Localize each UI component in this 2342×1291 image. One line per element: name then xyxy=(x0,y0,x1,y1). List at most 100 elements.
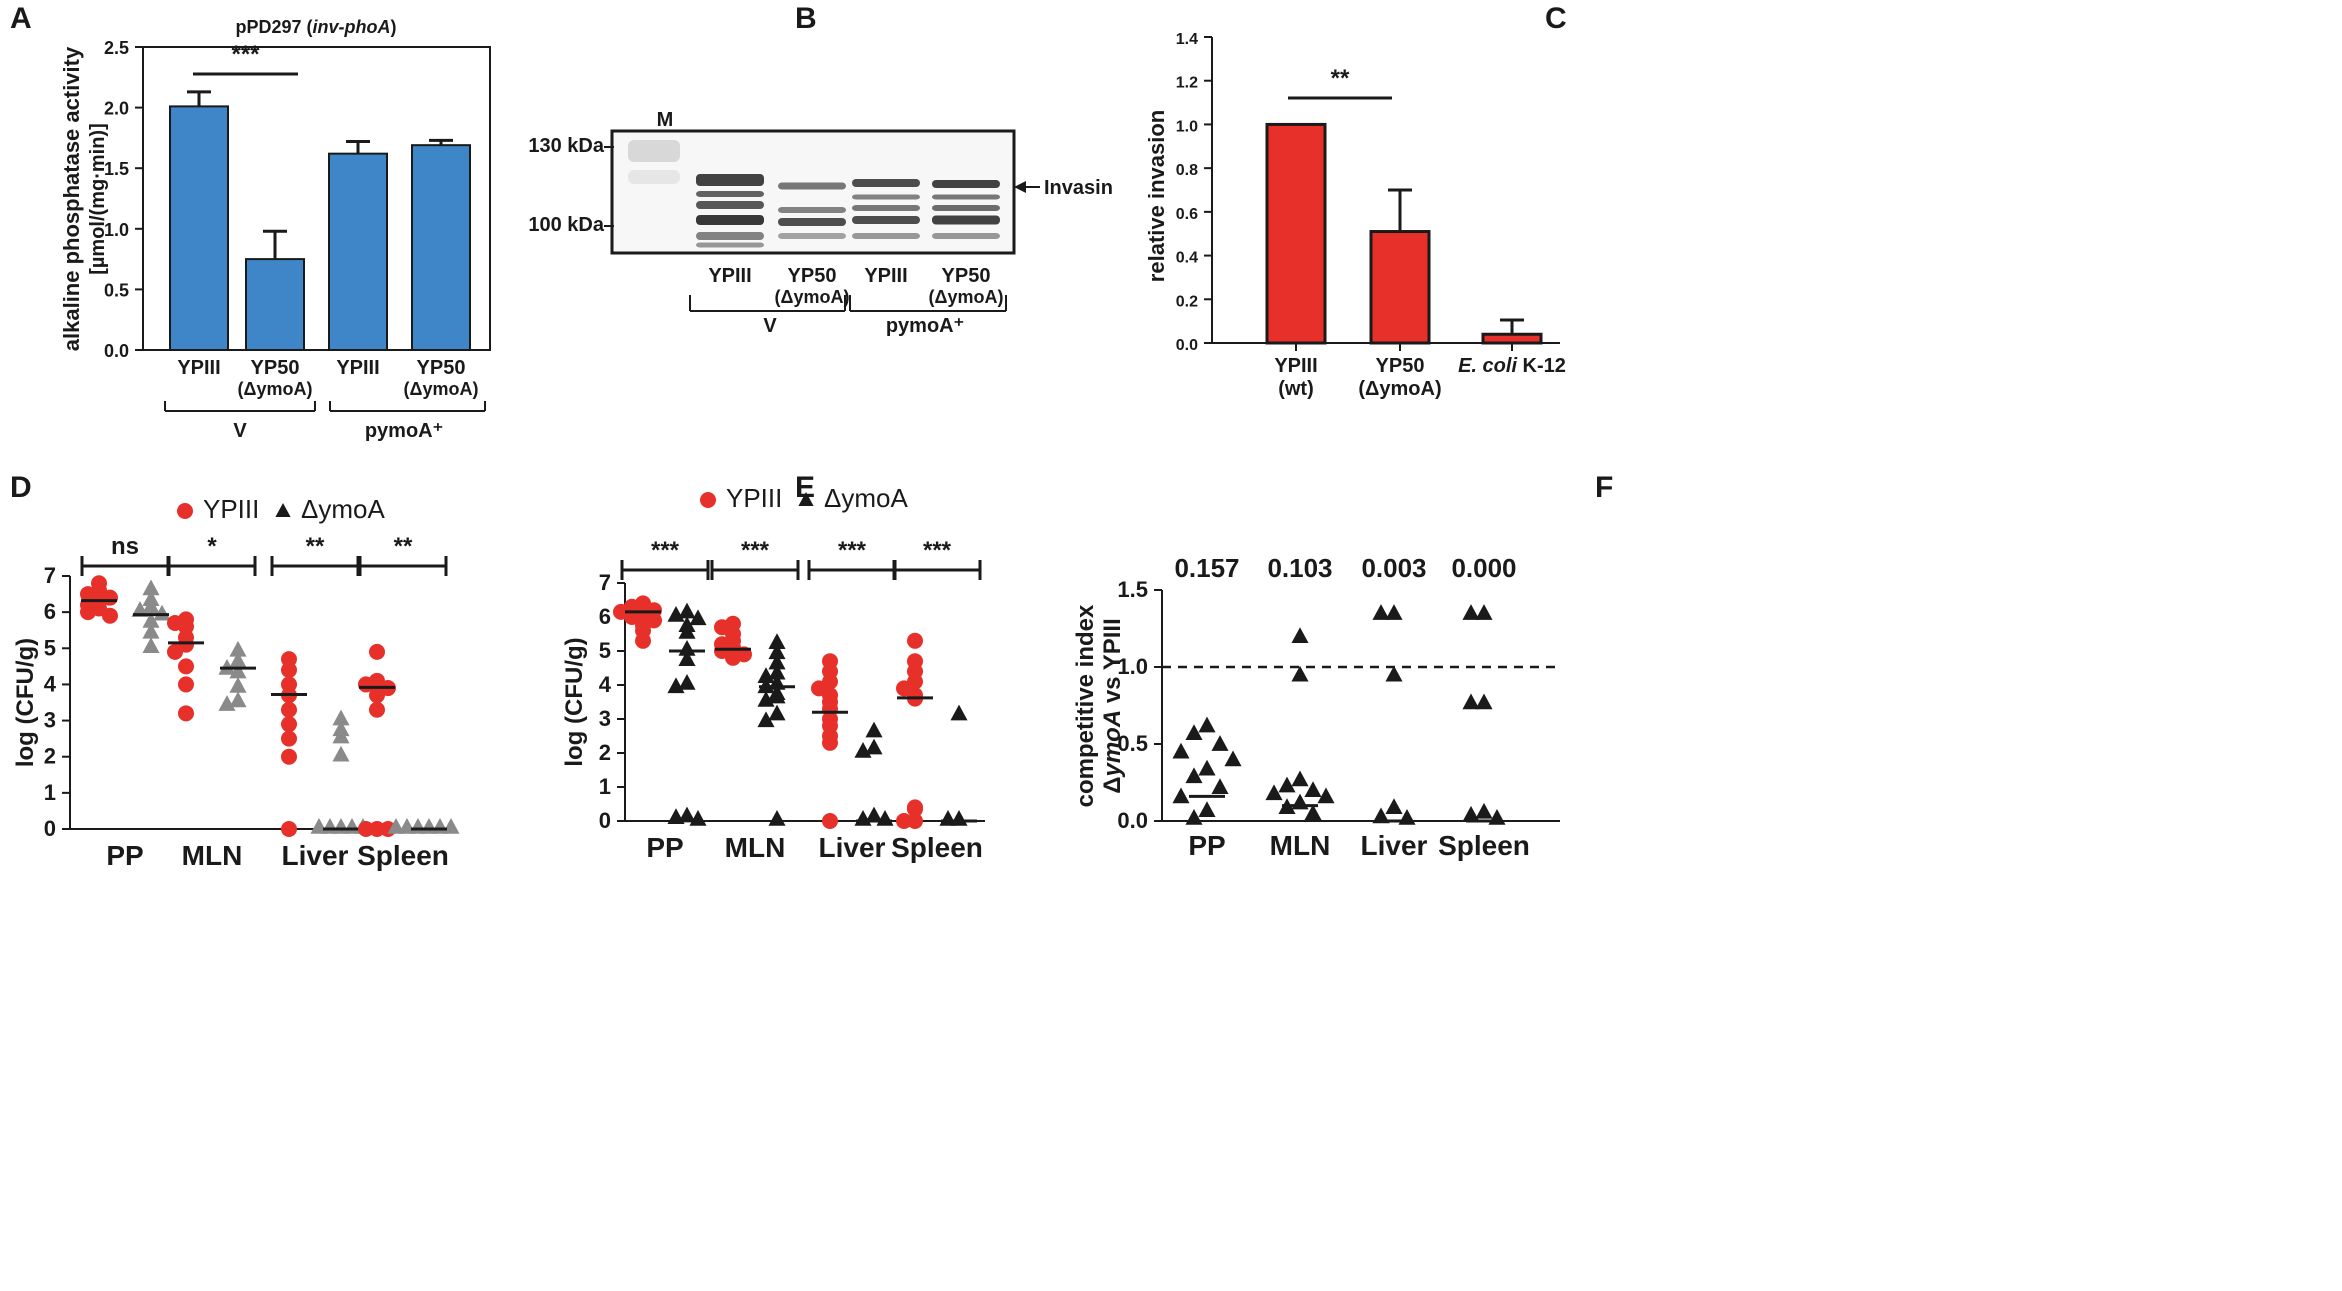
panel-e-point-ymoa xyxy=(768,653,786,670)
panel-d-significance-label: * xyxy=(207,533,217,560)
panel-f-point xyxy=(1385,798,1403,814)
panel-b-group-label: pymoA⁺ xyxy=(886,315,964,337)
panel-a-title-part-2: ) xyxy=(391,17,397,37)
panel-e-point-ymoa xyxy=(768,663,786,680)
panel-e-point-ymoa xyxy=(678,650,696,666)
panel-d-point-ymoa xyxy=(153,604,171,621)
panel-e-y-tick-label: 6 xyxy=(599,604,611,629)
panel-label-b: B xyxy=(795,2,817,35)
panel-d-significance-label: ns xyxy=(111,533,139,560)
panel-e-point-ymoa xyxy=(667,677,685,694)
panel-c-y-label: relative invasion xyxy=(1144,110,1169,282)
panel-d-point-ypiii xyxy=(358,821,374,837)
panel-e-y-tick-label: 5 xyxy=(599,638,611,663)
panel-f-y-label-line2-part-1: ymoA xyxy=(1099,710,1126,778)
panel-e-point-ypiii xyxy=(907,813,923,829)
panel-f-point xyxy=(1372,807,1390,824)
panel-d-legend-label-ymoa: ΔymoA xyxy=(301,494,385,524)
panel-b-lane-sublabel: (ΔymoA) xyxy=(775,287,850,307)
panel-f-point xyxy=(1172,787,1190,804)
panel-e-legend-marker-ymoa xyxy=(798,492,814,506)
panel-a-bar-3 xyxy=(328,152,388,351)
panel-d-y-tick-label: 1 xyxy=(44,780,56,805)
panel-b-band xyxy=(696,191,764,197)
panel-e-point-ypiii xyxy=(907,801,923,818)
panel-b-band xyxy=(778,233,846,239)
panel-c-bar-1 xyxy=(1265,122,1327,345)
panel-a-x-sublabel: (ΔymoA) xyxy=(404,379,479,399)
panel-d-point-ymoa xyxy=(142,611,160,628)
panel-e-legend-label-ypiii: YPIII xyxy=(726,483,782,513)
panel-d-y-tick-label: 6 xyxy=(44,599,56,624)
panel-d-point-ypiii xyxy=(167,643,183,660)
panel-a-y-tick-label: 0.5 xyxy=(104,280,129,300)
panel-b-band xyxy=(696,215,764,225)
panel-f-point xyxy=(1198,716,1216,733)
panel-c-x-label-ecoli-strain: K-12 xyxy=(1517,355,1566,377)
panel-b-marker-130: 130 kDa xyxy=(528,135,604,157)
panel-d-point-ymoa xyxy=(142,597,160,614)
panel-d-point-ymoa xyxy=(229,640,247,657)
panel-e-y-tick-label: 3 xyxy=(599,706,611,731)
panel-b-invasin-arrow-head xyxy=(1014,181,1026,193)
panel-a-group-label: V xyxy=(233,420,247,442)
panel-e-point-ymoa xyxy=(950,704,968,721)
panel-b-lane-label: YP50 xyxy=(942,265,991,287)
panel-a-x-sublabel-part-0: (ΔymoA) xyxy=(238,379,313,399)
panel-d-point-ymoa xyxy=(442,818,460,834)
panel-f-x-label: PP xyxy=(1188,830,1225,861)
panel-a-x-label: YPIII xyxy=(336,357,379,379)
panel-a-bar-2 xyxy=(245,258,305,352)
panel-d-point-ypiii xyxy=(369,821,385,837)
panel-c-y-tick-label: 1.4 xyxy=(1176,31,1198,48)
panel-d-point-ypiii xyxy=(369,643,385,660)
panel-f-y-label-line2-part-0: Δ xyxy=(1099,777,1126,794)
panel-b-band xyxy=(696,174,764,186)
panel-a-y-label-units: [µmol/(mg·min)] xyxy=(87,123,109,275)
panel-b-band xyxy=(696,201,764,209)
panel-d-x-label: Liver xyxy=(282,840,349,871)
panel-e-point-ymoa xyxy=(678,602,696,619)
panel-a-y-tick-label: 1.0 xyxy=(104,220,129,240)
panel-e-x-label: PP xyxy=(646,832,683,863)
panel-d-point-ymoa xyxy=(310,818,328,834)
panel-e-x-label: Liver xyxy=(819,832,886,863)
panel-d-legend-marker-ypiii xyxy=(177,503,193,519)
panel-f-point xyxy=(1317,787,1335,804)
panel-a-y-tick-label: 0.0 xyxy=(104,341,129,361)
panel-f-y-tick-label: 0.5 xyxy=(1117,731,1148,756)
panel-c-x-label-ecoli: E. coli K-12 xyxy=(1458,355,1566,377)
panel-d-y-tick-label: 4 xyxy=(44,671,57,696)
panel-d-point-ymoa xyxy=(332,709,350,726)
panel-e-point-ymoa xyxy=(865,738,883,755)
panel-d-significance-label: ** xyxy=(306,533,325,560)
panel-e-point-ymoa xyxy=(768,704,786,721)
panel-b-band xyxy=(852,194,920,200)
panel-c-bar-3 xyxy=(1481,332,1543,345)
panel-b-group-label: V xyxy=(763,315,777,337)
panel-c-significance-label: ** xyxy=(1331,65,1350,92)
panel-a-x-sublabel: (ΔymoA) xyxy=(238,379,313,399)
panel-f-y-label-line2: ΔymoA vs YPIII xyxy=(1099,618,1126,794)
panel-b-band xyxy=(696,242,764,248)
panel-a-y-tick-label: 2.5 xyxy=(104,38,129,58)
panel-e-point-ypiii xyxy=(822,813,838,829)
panel-d-significance-label: ** xyxy=(394,533,413,560)
panel-f-y-tick-label: 1.0 xyxy=(1117,654,1148,679)
panel-b-marker-band xyxy=(628,170,680,184)
panel-c-x-label: YPIII xyxy=(1274,355,1317,377)
panel-b-band xyxy=(932,194,1000,200)
panel-e-y-tick-label: 7 xyxy=(599,570,611,595)
panel-f-point xyxy=(1211,778,1229,794)
panel-e-point-ymoa xyxy=(689,810,707,826)
panel-b-band xyxy=(932,215,1000,225)
panel-e-point-ymoa xyxy=(757,667,775,683)
panel-e-point-ymoa xyxy=(667,808,685,825)
panel-f-point xyxy=(1372,604,1390,620)
panel-f-x-label: Spleen xyxy=(1438,830,1530,861)
panel-a-group-label: pymoA⁺ xyxy=(365,420,443,442)
panel-b-marker-100: 100 kDa xyxy=(528,214,604,236)
panel-a-title-part-0: pPD297 ( xyxy=(235,17,312,37)
panel-f-point xyxy=(1385,604,1403,620)
panel-d-point-ypiii xyxy=(281,661,297,678)
